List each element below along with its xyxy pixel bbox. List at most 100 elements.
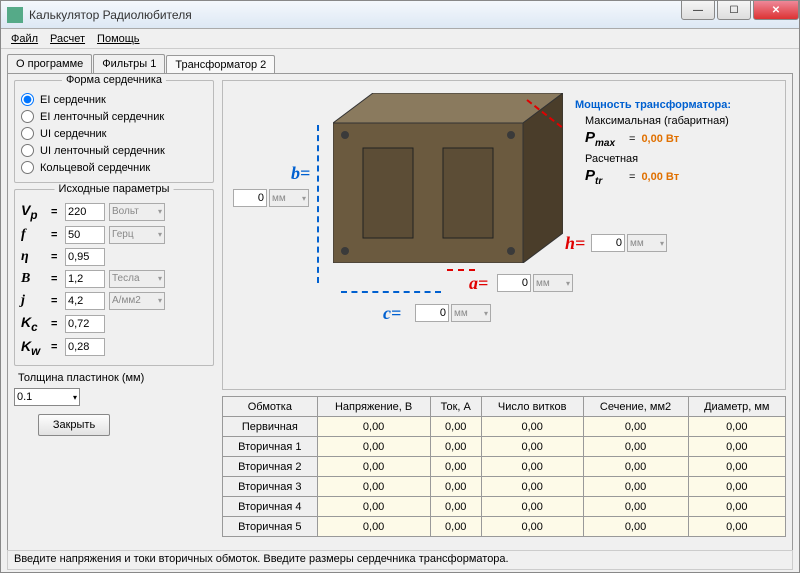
cell-value[interactable]: 0,00 bbox=[688, 457, 785, 477]
input-b[interactable] bbox=[65, 270, 105, 288]
cell-value[interactable]: 0,00 bbox=[430, 417, 481, 437]
windings-table-area: Обмотка Напряжение, В Ток, А Число витко… bbox=[222, 396, 786, 554]
radio-ui-tape[interactable]: UI ленточный сердечник bbox=[21, 142, 207, 159]
unit-b[interactable]: Тесла bbox=[109, 270, 165, 288]
pmax-value: 0,00 Вт bbox=[641, 133, 679, 145]
cell-value[interactable]: 0,00 bbox=[583, 477, 688, 497]
input-kc[interactable] bbox=[65, 315, 105, 333]
row-label: Вторичная 3 bbox=[223, 477, 318, 497]
dim-label-a: a= bbox=[469, 273, 488, 294]
radio-ei[interactable]: EI сердечник bbox=[21, 91, 207, 108]
cell-value[interactable]: 0,00 bbox=[481, 497, 583, 517]
label-j: j bbox=[21, 293, 47, 309]
tab-about[interactable]: О программе bbox=[7, 54, 92, 73]
plate-thickness-select[interactable]: 0.1 bbox=[14, 388, 80, 406]
cell-value[interactable]: 0,00 bbox=[688, 437, 785, 457]
diagram-area: b= a= c= h= мм мм мм мм Мощность трансфо… bbox=[222, 80, 786, 390]
cell-value[interactable]: 0,00 bbox=[317, 517, 430, 537]
radio-ei-tape[interactable]: EI ленточный сердечник bbox=[21, 108, 207, 125]
input-f[interactable] bbox=[65, 226, 105, 244]
dim-arrow-b bbox=[317, 125, 319, 283]
menu-file[interactable]: Файл bbox=[7, 31, 42, 47]
tab-content: Форма сердечника EI сердечник EI ленточн… bbox=[7, 73, 793, 561]
radio-ei-tape-input[interactable] bbox=[21, 110, 34, 123]
table-row: Вторичная 10,000,000,000,000,00 bbox=[223, 437, 786, 457]
th-current: Ток, А bbox=[430, 397, 481, 417]
cell-value[interactable]: 0,00 bbox=[430, 457, 481, 477]
unit-vp[interactable]: Вольт bbox=[109, 203, 165, 221]
core-shape-title: Форма сердечника bbox=[62, 74, 166, 86]
cell-value[interactable]: 0,00 bbox=[583, 497, 688, 517]
th-turns: Число витков bbox=[481, 397, 583, 417]
cell-value[interactable]: 0,00 bbox=[430, 517, 481, 537]
cell-value[interactable]: 0,00 bbox=[481, 517, 583, 537]
unit-dim-c[interactable]: мм bbox=[451, 304, 491, 322]
unit-dim-b[interactable]: мм bbox=[269, 189, 309, 207]
input-kw[interactable] bbox=[65, 338, 105, 356]
minimize-button[interactable]: — bbox=[681, 0, 715, 20]
input-dim-c[interactable] bbox=[415, 304, 449, 322]
cell-value[interactable]: 0,00 bbox=[317, 437, 430, 457]
menu-calc[interactable]: Расчет bbox=[46, 31, 89, 47]
radio-ui[interactable]: UI сердечник bbox=[21, 125, 207, 142]
table-row: Вторичная 30,000,000,000,000,00 bbox=[223, 477, 786, 497]
unit-dim-h[interactable]: мм bbox=[627, 234, 667, 252]
cell-value[interactable]: 0,00 bbox=[688, 497, 785, 517]
cell-value[interactable]: 0,00 bbox=[430, 497, 481, 517]
cell-value[interactable]: 0,00 bbox=[430, 437, 481, 457]
unit-j[interactable]: А/мм2 bbox=[109, 292, 165, 310]
power-block: Мощность трансформатора: Максимальная (г… bbox=[575, 99, 775, 191]
table-row: Вторичная 20,000,000,000,000,00 bbox=[223, 457, 786, 477]
cell-value[interactable]: 0,00 bbox=[317, 497, 430, 517]
unit-dim-a[interactable]: мм bbox=[533, 274, 573, 292]
menu-help[interactable]: Помощь bbox=[93, 31, 144, 47]
cell-value[interactable]: 0,00 bbox=[430, 477, 481, 497]
titlebar[interactable]: Калькулятор Радиолюбителя — ☐ ✕ bbox=[1, 1, 799, 29]
cell-value[interactable]: 0,00 bbox=[481, 457, 583, 477]
cell-value[interactable]: 0,00 bbox=[688, 517, 785, 537]
cell-value[interactable]: 0,00 bbox=[481, 437, 583, 457]
maximize-button[interactable]: ☐ bbox=[717, 0, 751, 20]
cell-value[interactable]: 0,00 bbox=[317, 417, 430, 437]
input-dim-a[interactable] bbox=[497, 274, 531, 292]
menubar: Файл Расчет Помощь bbox=[1, 29, 799, 49]
cell-value[interactable]: 0,00 bbox=[583, 457, 688, 477]
cell-value[interactable]: 0,00 bbox=[688, 417, 785, 437]
dim-label-c: c= bbox=[383, 303, 401, 324]
cell-value[interactable]: 0,00 bbox=[481, 477, 583, 497]
tab-filters[interactable]: Фильтры 1 bbox=[93, 54, 165, 73]
transformer-core-diagram bbox=[333, 93, 563, 263]
cell-value[interactable]: 0,00 bbox=[583, 417, 688, 437]
radio-ring[interactable]: Кольцевой сердечник bbox=[21, 159, 207, 176]
radio-ui-tape-input[interactable] bbox=[21, 144, 34, 157]
radio-ei-input[interactable] bbox=[21, 93, 34, 106]
core-shape-group: Форма сердечника EI сердечник EI ленточн… bbox=[14, 80, 214, 183]
cell-value[interactable]: 0,00 bbox=[481, 417, 583, 437]
power-title: Мощность трансформатора: bbox=[575, 99, 775, 111]
dim-arrow-c bbox=[341, 291, 441, 293]
radio-ring-input[interactable] bbox=[21, 161, 34, 174]
dim-label-h: h= bbox=[565, 233, 585, 254]
pmax-symbol: Pmax bbox=[585, 129, 623, 149]
close-window-button[interactable]: ✕ bbox=[753, 0, 799, 20]
radio-ui-input[interactable] bbox=[21, 127, 34, 140]
input-j[interactable] bbox=[65, 292, 105, 310]
close-button[interactable]: Закрыть bbox=[38, 414, 110, 436]
cell-value[interactable]: 0,00 bbox=[583, 437, 688, 457]
unit-f[interactable]: Герц bbox=[109, 226, 165, 244]
row-label: Первичная bbox=[223, 417, 318, 437]
input-eta[interactable] bbox=[65, 248, 105, 266]
input-vp[interactable] bbox=[65, 203, 105, 221]
input-dim-h[interactable] bbox=[591, 234, 625, 252]
cell-value[interactable]: 0,00 bbox=[317, 457, 430, 477]
dim-label-b: b= bbox=[291, 163, 310, 184]
cell-value[interactable]: 0,00 bbox=[583, 517, 688, 537]
power-max-label: Максимальная (габаритная) bbox=[585, 115, 775, 127]
tab-transformer[interactable]: Трансформатор 2 bbox=[166, 55, 275, 74]
table-row: Вторичная 40,000,000,000,000,00 bbox=[223, 497, 786, 517]
cell-value[interactable]: 0,00 bbox=[688, 477, 785, 497]
label-eta: η bbox=[21, 249, 47, 265]
cell-value[interactable]: 0,00 bbox=[317, 477, 430, 497]
th-section: Сечение, мм2 bbox=[583, 397, 688, 417]
input-dim-b[interactable] bbox=[233, 189, 267, 207]
